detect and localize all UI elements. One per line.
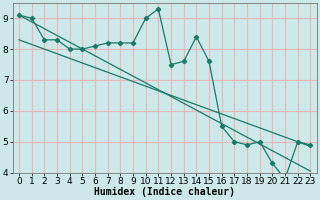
X-axis label: Humidex (Indice chaleur): Humidex (Indice chaleur) [94,187,235,197]
